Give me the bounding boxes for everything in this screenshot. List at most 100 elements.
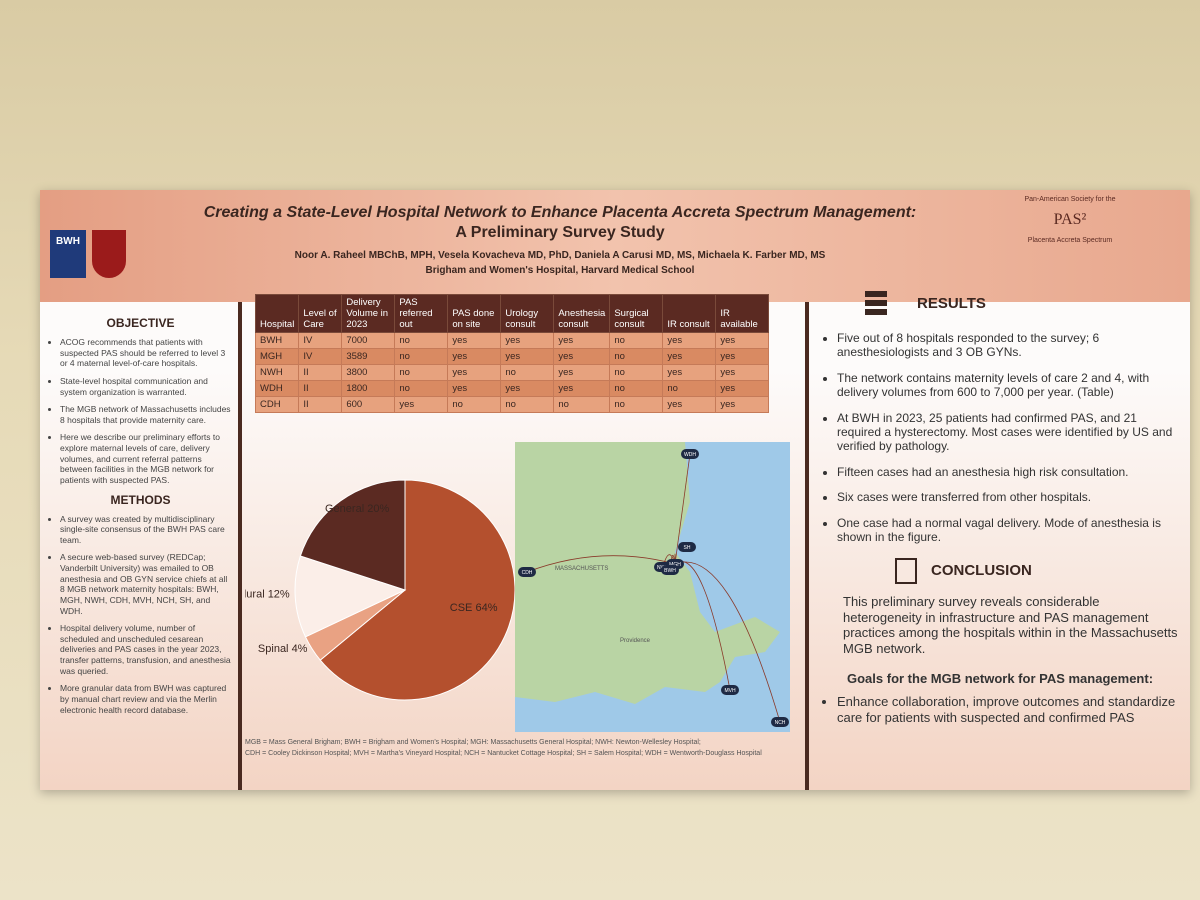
slice-label: Spinal 4% xyxy=(258,643,308,655)
slice-value: 4% xyxy=(292,643,308,655)
table-cell: yes xyxy=(662,364,717,381)
slice-label: CSE 64% xyxy=(450,602,498,614)
column-header: Delivery Volume in 2023 xyxy=(341,294,396,333)
table-row: CDH II 600 yes no no no no yes yes xyxy=(254,396,770,413)
society-logo: Pan-American Society for the PAS² Placen… xyxy=(1015,196,1125,244)
column-header: Surgical consult xyxy=(609,294,664,333)
bullet: Five out of 8 hospitals responded to the… xyxy=(837,331,1180,360)
marker-label: SH xyxy=(684,545,691,551)
slice-value: 20% xyxy=(367,503,389,515)
table-cell: yes xyxy=(553,364,611,381)
bullet: At BWH in 2023, 25 patients had confirme… xyxy=(837,411,1180,454)
table-cell: yes xyxy=(447,380,502,397)
section-heading: RESULTS xyxy=(917,295,986,312)
table-cell: no xyxy=(609,364,664,381)
header: BWH Creating a State-Level Hospital Netw… xyxy=(40,190,1190,302)
table-cell: WDH xyxy=(254,380,300,397)
table-wrap: Hospital Level of Care Delivery Volume in … xyxy=(254,294,770,413)
poster: BWH Creating a State-Level Hospital Netw… xyxy=(40,190,1190,790)
marker-label: MVH xyxy=(724,688,736,694)
table-cell: no xyxy=(553,396,611,413)
table-row: NWH II 3800 no yes no yes no yes yes xyxy=(254,364,770,381)
table-cell: II xyxy=(298,364,343,381)
harvard-logo xyxy=(92,230,126,278)
table-cell: II xyxy=(298,380,343,397)
table-cell: yes xyxy=(715,396,770,413)
divider xyxy=(238,302,242,790)
bullet: Enhance collaboration, improve outcomes … xyxy=(837,694,1180,725)
footnote-line: MGB = Mass General Brigham; BWH = Brigha… xyxy=(245,739,701,746)
table-cell: no xyxy=(394,364,449,381)
table-cell: yes xyxy=(662,332,717,349)
column-header: IR consult xyxy=(662,294,717,333)
footnote: MGB = Mass General Brigham; BWH = Brigha… xyxy=(245,738,795,759)
slice-value: 64% xyxy=(475,602,497,614)
column-header: PAS referred out xyxy=(394,294,449,333)
slice-value: 12% xyxy=(268,588,290,600)
column-header: PAS done on site xyxy=(447,294,502,333)
table-cell: CDH xyxy=(254,396,300,413)
society-text: Pan-American Society for the xyxy=(1024,196,1116,203)
table-cell: yes xyxy=(553,380,611,397)
marker-label: WDH xyxy=(684,452,696,458)
icon xyxy=(895,558,917,585)
bullet: State-level hospital communication and s… xyxy=(60,376,233,397)
table-cell: IV xyxy=(298,348,343,365)
table-cell: no xyxy=(609,396,664,413)
society-text: Placenta Accreta Spectrum xyxy=(1027,237,1113,244)
route xyxy=(674,561,781,723)
slice-category: CSE xyxy=(450,602,473,614)
marker-label: BWH xyxy=(664,568,676,574)
table-cell: yes xyxy=(447,332,502,349)
marker-label: MGH xyxy=(669,562,681,568)
bullet: ACOG recommends that patients with suspe… xyxy=(60,337,233,369)
bullet-list: Five out of 8 hospitals responded to the… xyxy=(825,331,1180,544)
table-cell: yes xyxy=(500,348,555,365)
table-row: MGH IV 3589 no yes yes yes no yes yes xyxy=(254,348,770,365)
table-cell: yes xyxy=(447,364,502,381)
pie-slice xyxy=(294,555,407,638)
table-cell: no xyxy=(662,380,717,397)
column-header: Anesthesia consult xyxy=(553,294,611,333)
table-cell: 7000 xyxy=(341,332,396,349)
table-row: BWH IV 7000 no yes yes yes no yes yes xyxy=(254,332,770,349)
table-cell: yes xyxy=(715,364,770,381)
slice-label: General 20% xyxy=(325,503,389,515)
marker xyxy=(681,449,699,459)
section-heading: CONCLUSION xyxy=(931,562,1032,580)
table-cell: no xyxy=(500,364,555,381)
table-row: WDH II 1800 no yes yes yes no no yes xyxy=(254,380,770,397)
slice-category: General xyxy=(325,503,364,515)
pie-chart: CSE 64% Spinal 4% Epidural 12% General 20% xyxy=(245,479,515,701)
bullet: The MGB network of Massachusetts include… xyxy=(60,404,233,425)
marker-label: CDH xyxy=(522,570,533,576)
footnote-line: CDH = Cooley Dickinson Hospital; MVH = M… xyxy=(245,749,762,757)
table-cell: no xyxy=(500,396,555,413)
bullet-list: A survey was created by multidisciplinar… xyxy=(48,514,233,716)
table-cell: yes xyxy=(394,396,449,413)
column-header: Level of Care xyxy=(298,294,343,333)
table-cell: yes xyxy=(715,380,770,397)
bwh-logo: BWH xyxy=(50,230,86,278)
column-header: Hospital xyxy=(254,294,300,333)
conclusion-text: This preliminary survey reveals consider… xyxy=(843,594,1178,657)
goals-heading: Goals for the MGB network for PAS manage… xyxy=(847,670,1154,686)
section-heading: OBJECTIVE xyxy=(106,316,175,330)
icon xyxy=(865,291,887,317)
bullet: More granular data from BWH was captured… xyxy=(60,683,233,715)
bullet: One case had a normal vagal delivery. Mo… xyxy=(837,516,1180,545)
table-cell: yes xyxy=(553,332,611,349)
column-header: Urology consult xyxy=(500,294,555,333)
left-column: OBJECTIVE ACOG recommends that patients … xyxy=(48,310,233,722)
table-cell: no xyxy=(609,332,664,349)
right-column: RESULTS Five out of 8 hospitals responde… xyxy=(825,285,1180,736)
table-cell: no xyxy=(394,348,449,365)
bullet: Six cases were transferred from other ho… xyxy=(837,490,1180,504)
map: MASSACHUSETTS Providence WDHSHCDHNWHMGHB… xyxy=(515,442,790,732)
marker xyxy=(771,717,789,727)
table-cell: no xyxy=(447,396,502,413)
bullet-list: Enhance collaboration, improve outcomes … xyxy=(825,694,1180,725)
table-cell: II xyxy=(298,396,343,413)
marker xyxy=(518,567,536,577)
route xyxy=(526,555,676,573)
